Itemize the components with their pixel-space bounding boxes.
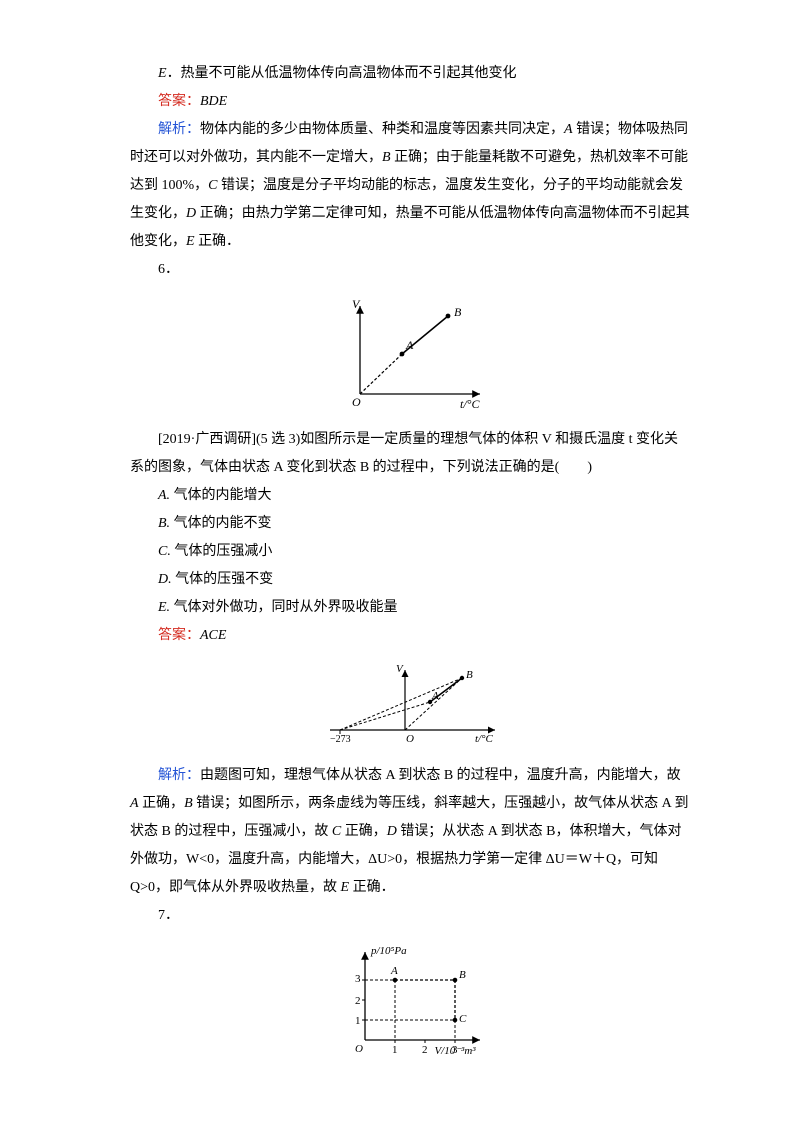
q6-option-b: B. 气体的内能不变 bbox=[130, 510, 690, 538]
svg-text:1: 1 bbox=[355, 1015, 361, 1027]
q6-explanation: 解析：由题图可知，理想气体从状态 A 到状态 B 的过程中，温度升高，内能增大，… bbox=[130, 762, 690, 902]
svg-text:2: 2 bbox=[422, 1044, 428, 1056]
svg-text:O: O bbox=[406, 733, 414, 745]
svg-text:3: 3 bbox=[355, 973, 361, 985]
q6-number: 6． bbox=[130, 256, 690, 284]
svg-text:p/10⁵Pa: p/10⁵Pa bbox=[370, 945, 407, 957]
q6-figure-2: V t/°C −273 O A B bbox=[130, 660, 690, 754]
svg-text:t/°C: t/°C bbox=[460, 397, 480, 411]
svg-text:A: A bbox=[405, 338, 414, 352]
q6-option-c: C. 气体的压强减小 bbox=[130, 538, 690, 566]
q6-answer: 答案：ACE bbox=[130, 622, 690, 650]
q6-option-e: E. 气体对外做功，同时从外界吸收能量 bbox=[130, 594, 690, 622]
svg-text:1: 1 bbox=[392, 1044, 398, 1056]
page-content: E．热量不可能从低温物体传向高温物体而不引起其他变化 答案：BDE 解析：物体内… bbox=[0, 0, 800, 1115]
svg-text:V: V bbox=[396, 663, 404, 675]
q5-answer: 答案：BDE bbox=[130, 88, 690, 116]
svg-text:t/°C: t/°C bbox=[475, 733, 494, 745]
q6-figure-1: V t/°C O A B bbox=[130, 294, 690, 418]
svg-text:B: B bbox=[459, 969, 466, 981]
svg-text:−273: −273 bbox=[330, 734, 351, 745]
svg-text:B: B bbox=[466, 669, 473, 681]
svg-text:O: O bbox=[352, 395, 361, 409]
svg-text:O: O bbox=[355, 1043, 363, 1055]
q6-stem: [2019·广西调研](5 选 3)如图所示是一定质量的理想气体的体积 V 和摄… bbox=[130, 426, 690, 482]
q7-xaxis-label: V/10⁻³m³ bbox=[220, 1046, 690, 1057]
svg-text:2: 2 bbox=[355, 995, 361, 1007]
svg-text:B: B bbox=[454, 305, 462, 319]
svg-text:C: C bbox=[459, 1013, 467, 1025]
q6-option-a: A. 气体的内能增大 bbox=[130, 482, 690, 510]
q7-figure: 1 2 3 1 2 3 p/10⁵Pa O A bbox=[130, 940, 690, 1057]
q7-number: 7． bbox=[130, 902, 690, 930]
q5-explanation: 解析：物体内能的多少由物体质量、种类和温度等因素共同决定，A 错误；物体吸热同时… bbox=[130, 116, 690, 256]
q6-option-d: D. 气体的压强不变 bbox=[130, 566, 690, 594]
svg-text:A: A bbox=[431, 690, 439, 702]
q5-option-e: E．热量不可能从低温物体传向高温物体而不引起其他变化 bbox=[130, 60, 690, 88]
svg-text:A: A bbox=[390, 965, 398, 977]
